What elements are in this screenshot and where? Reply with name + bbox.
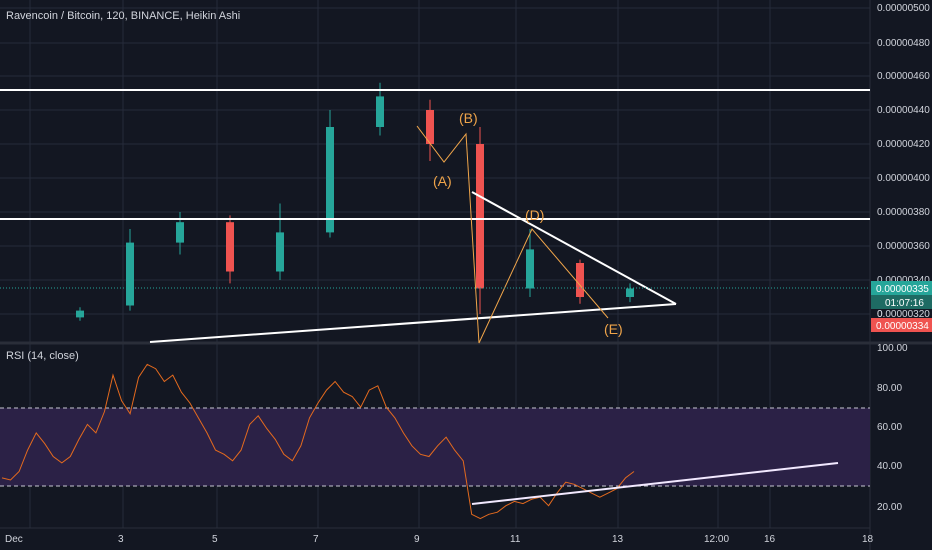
elliott-wave-path[interactable] — [416, 125, 609, 344]
rsi-axis[interactable]: 100.00 80.00 60.00 40.00 20.00 — [877, 343, 908, 513]
rsi-title[interactable]: RSI (14, close) — [6, 350, 79, 362]
time-tick: 12:00 — [704, 534, 729, 545]
rsi-trendline[interactable] — [471, 462, 839, 505]
time-tick: 18 — [862, 534, 874, 545]
price-axis[interactable]: 0.00000500 0.00000480 0.00000460 0.00000… — [877, 3, 930, 320]
price-tick: 0.00000440 — [877, 105, 930, 116]
price-tick: 0.00000380 — [877, 207, 930, 218]
candle-body — [426, 110, 434, 144]
time-axis[interactable]: Dec 3 5 7 9 11 13 12:00 16 18 — [5, 534, 874, 545]
rsi-tick: 100.00 — [877, 343, 908, 354]
candle-body — [526, 249, 534, 289]
wave-label-b: (B) — [459, 110, 478, 126]
candle-body — [476, 144, 484, 289]
price-tick: 0.00000420 — [877, 139, 930, 150]
price-tick: 0.00000500 — [877, 3, 930, 14]
rsi-tick: 20.00 — [877, 502, 902, 513]
price-tick: 0.00000460 — [877, 71, 930, 82]
time-tick: 3 — [118, 534, 124, 545]
candle-body — [376, 96, 384, 127]
price-tick-partial: 0 — [877, 309, 883, 320]
time-tick: 11 — [510, 534, 521, 545]
descending-trendline[interactable] — [471, 191, 677, 305]
price-tick: 0.00000340 — [877, 275, 930, 286]
candle-body — [576, 263, 584, 297]
candle-body — [176, 222, 184, 243]
wave-label-d: (D) — [525, 207, 544, 223]
time-tick: 9 — [414, 534, 420, 545]
wave-label-e: (E) — [604, 321, 623, 337]
last-price-badge — [871, 281, 932, 295]
bid-price-value: 0.00000334 — [876, 321, 929, 332]
rsi-tick: 60.00 — [877, 422, 902, 433]
last-price-value: 0.00000335 — [876, 284, 929, 295]
time-tick: Dec — [5, 534, 23, 545]
time-tick: 13 — [612, 534, 624, 545]
price-tick: 0.00000480 — [877, 38, 930, 49]
price-tick: 0.00000400 — [877, 173, 930, 184]
bid-price-badge — [871, 318, 932, 332]
rsi-line — [1, 363, 635, 520]
candle-body — [326, 127, 334, 233]
time-tick: 7 — [313, 534, 319, 545]
rsi-tick: 80.00 — [877, 383, 902, 394]
candle-body — [126, 242, 134, 306]
candle-series — [76, 82, 634, 321]
candle-body — [226, 222, 234, 272]
price-tick: 0.00000320 — [877, 309, 930, 320]
countdown-badge — [871, 295, 932, 309]
ascending-trendline[interactable] — [149, 303, 677, 343]
rsi-band-fill — [0, 408, 870, 486]
wave-label-a: (A) — [433, 173, 452, 189]
rsi-tick: 40.00 — [877, 461, 902, 472]
candle-body — [626, 288, 634, 297]
candle-body — [76, 310, 84, 318]
chart-title[interactable]: Ravencoin / Bitcoin, 120, BINANCE, Heiki… — [6, 10, 240, 22]
price-tick: 0.00000360 — [877, 241, 930, 252]
time-tick: 16 — [764, 534, 776, 545]
time-tick: 5 — [212, 534, 218, 545]
candle-body — [276, 232, 284, 272]
candle-countdown: 01:07:16 — [885, 298, 924, 309]
